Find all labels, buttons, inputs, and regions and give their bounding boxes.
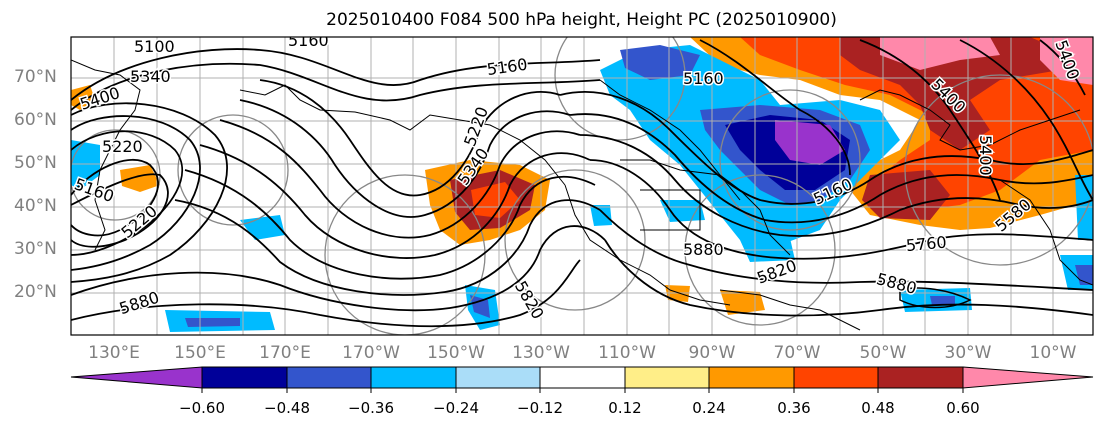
lon-label: 150°W: [427, 343, 485, 363]
colorbar-segment: [286, 366, 372, 389]
lat-label: 60°N: [14, 110, 57, 130]
colorbar-segment: [455, 366, 541, 389]
plot-frame: [70, 36, 1094, 336]
lon-label: 130°E: [88, 343, 140, 363]
contour-label: 5880: [874, 269, 918, 298]
map-title: 2025010400 F084 500 hPa height, Height P…: [326, 10, 837, 30]
contour-label: 5220: [102, 137, 143, 156]
lon-label: 70°W: [773, 343, 821, 363]
coastlines: [71, 59, 1093, 331]
colorbar-tick-label: 0.12: [608, 399, 642, 417]
colorbar-segment: [201, 366, 288, 389]
colorbar-tick-label: −0.60: [179, 399, 225, 417]
lon-label: 10°W: [1029, 343, 1077, 363]
contour-label: 5160: [683, 69, 724, 88]
colorbar-segment: [539, 366, 626, 389]
lon-label: 130°W: [512, 343, 570, 363]
colorbar-tick-label: −0.36: [348, 399, 394, 417]
contour-label: 5880: [117, 288, 162, 319]
contour-label: 5100: [134, 37, 175, 56]
lon-label: 150°E: [174, 343, 226, 363]
colorbar-segment: [370, 366, 457, 389]
lat-label: 70°N: [14, 67, 57, 87]
colorbar: [70, 366, 1094, 393]
lat-label: 40°N: [14, 196, 57, 216]
grey-range-circles: [71, 37, 1093, 335]
height-contours: [71, 39, 1093, 328]
contour-label: 5220: [460, 104, 492, 149]
lat-label: 50°N: [14, 153, 57, 173]
contour-label: 5400: [976, 135, 995, 176]
colorbar-segment: [962, 366, 1094, 389]
colorbar-tick-label: −0.12: [517, 399, 563, 417]
colorbar-tick-label: 0.36: [777, 399, 811, 417]
colorbar-tick-label: 0.60: [946, 399, 980, 417]
lon-label: 30°W: [944, 343, 992, 363]
lat-label: 30°N: [14, 239, 57, 259]
colorbar-segment: [70, 366, 203, 389]
colorbar-segment: [877, 366, 964, 389]
contour-label: 5340: [130, 67, 171, 86]
lat-label: 20°N: [14, 282, 57, 302]
colorbar-tick-label: 0.24: [692, 399, 726, 417]
colorbar-segment: [708, 366, 795, 389]
colorbar-tick-label: 0.48: [861, 399, 895, 417]
lon-label: 170°W: [342, 343, 400, 363]
colorbar-tick-label: −0.48: [264, 399, 310, 417]
colorbar-segment: [624, 366, 710, 389]
contour-label: 5160: [288, 31, 329, 50]
contour-label: 5880: [683, 240, 724, 259]
colorbar-tick-label: −0.24: [433, 399, 479, 417]
lon-label: 90°W: [688, 343, 736, 363]
lon-label: 110°W: [598, 343, 656, 363]
contour-label: 5760: [905, 233, 947, 255]
lon-label: 50°W: [859, 343, 907, 363]
lon-label: 170°E: [259, 343, 311, 363]
colorbar-segment: [793, 366, 879, 389]
contour-label: 5160: [486, 55, 529, 79]
graticule: [71, 37, 1093, 335]
